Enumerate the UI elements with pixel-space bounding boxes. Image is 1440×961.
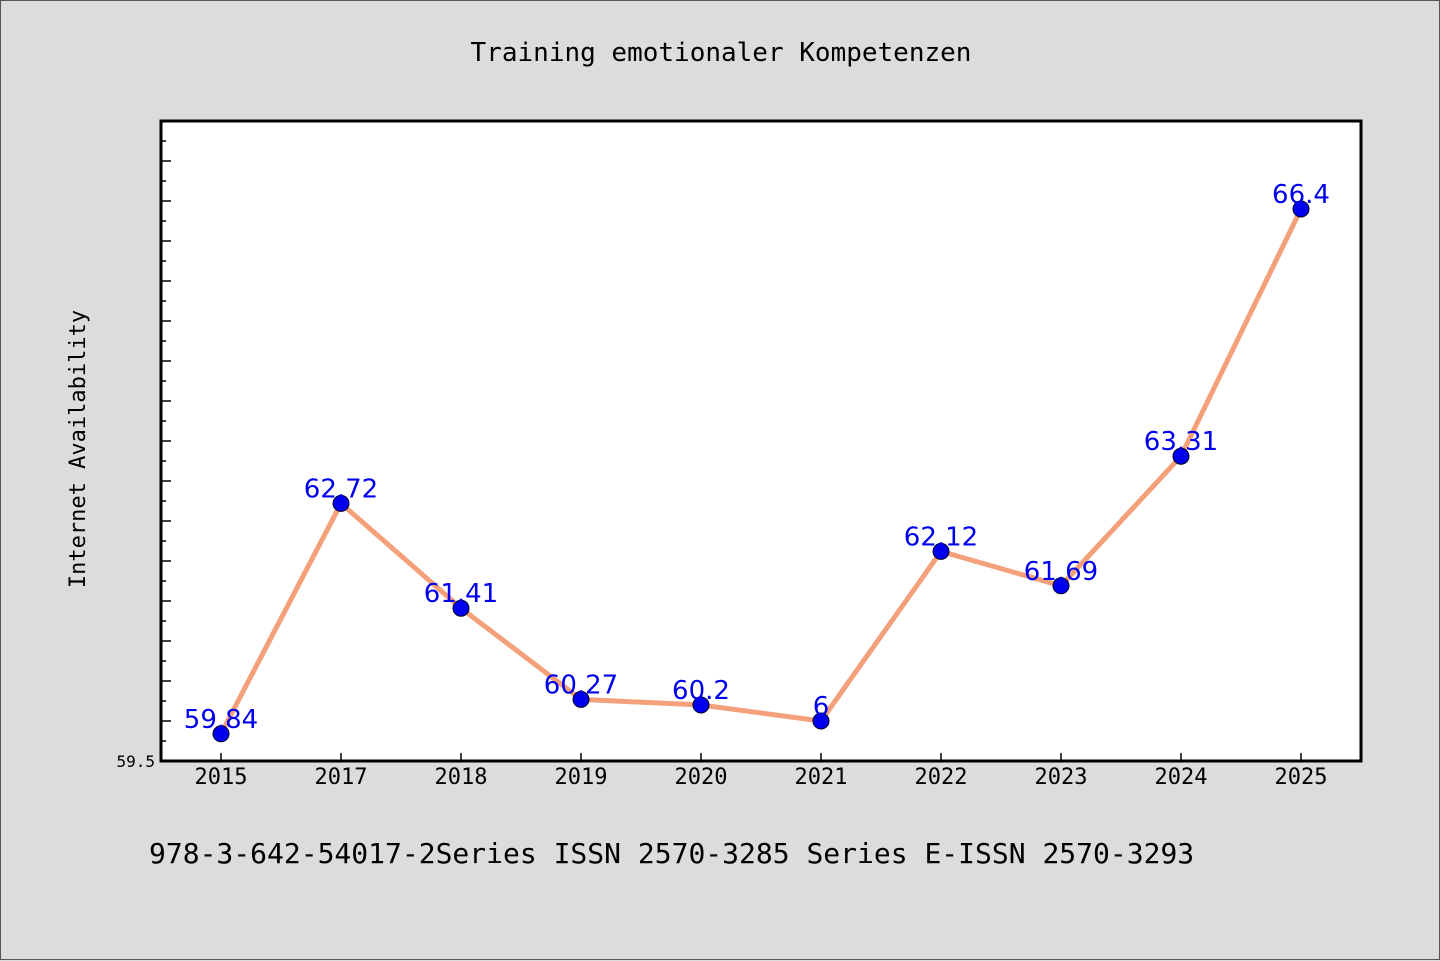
- x-axis-ticks: 2015 2017 2018 2019 2020 2021 2022 2023 2024 2025: [195, 753, 1328, 790]
- data-point: [1172, 447, 1190, 465]
- data-label: 66.4: [1272, 180, 1330, 210]
- x-tick-label: 2022: [915, 765, 968, 790]
- data-label: 60.2: [672, 676, 730, 706]
- data-label: 6: [813, 692, 830, 722]
- data-point: [572, 690, 590, 708]
- x-tick-label: 2023: [1035, 765, 1088, 790]
- chart-title: Training emotionaler Kompetenzen: [471, 38, 972, 68]
- data-label: 61.41: [424, 579, 498, 609]
- x-tick-label: 2019: [555, 765, 608, 790]
- series-line: [218, 207, 1304, 735]
- data-point: [1292, 200, 1310, 218]
- y-axis-ticks: 59.5: [116, 120, 171, 771]
- data-point: [932, 542, 950, 560]
- data-point: [692, 696, 710, 714]
- data-point: [1052, 577, 1070, 595]
- x-tick-label: 2015: [195, 765, 248, 790]
- footer-text: 978-3-642-54017-2Series ISSN 2570-3285 S…: [149, 837, 1194, 870]
- data-point: [332, 494, 350, 512]
- data-point: [812, 712, 830, 730]
- data-label: 59.84: [184, 705, 258, 735]
- plot-area: [159, 119, 1363, 763]
- data-label: 61.69: [1024, 557, 1098, 587]
- x-tick-label: 2024: [1155, 765, 1208, 790]
- data-point: [212, 725, 230, 743]
- data-label: 60.27: [544, 670, 618, 700]
- x-tick-label: 2025: [1275, 765, 1328, 790]
- series-group: 59.84 62.72 61.41 60.27 60.2 6 62.12 61.69 63.31…: [184, 180, 1330, 743]
- x-tick-label: 2018: [435, 765, 488, 790]
- x-tick-label: 2017: [315, 765, 368, 790]
- x-tick-label: 2021: [795, 765, 848, 790]
- data-label: 62.72: [304, 474, 378, 504]
- y-axis-label: Internet Availability: [66, 310, 91, 588]
- data-label: 63.31: [1144, 427, 1218, 457]
- x-tick-label: 2020: [675, 765, 728, 790]
- data-label: 62.12: [904, 522, 978, 552]
- y-tick-label: 59.5: [116, 752, 155, 771]
- data-point: [452, 599, 470, 617]
